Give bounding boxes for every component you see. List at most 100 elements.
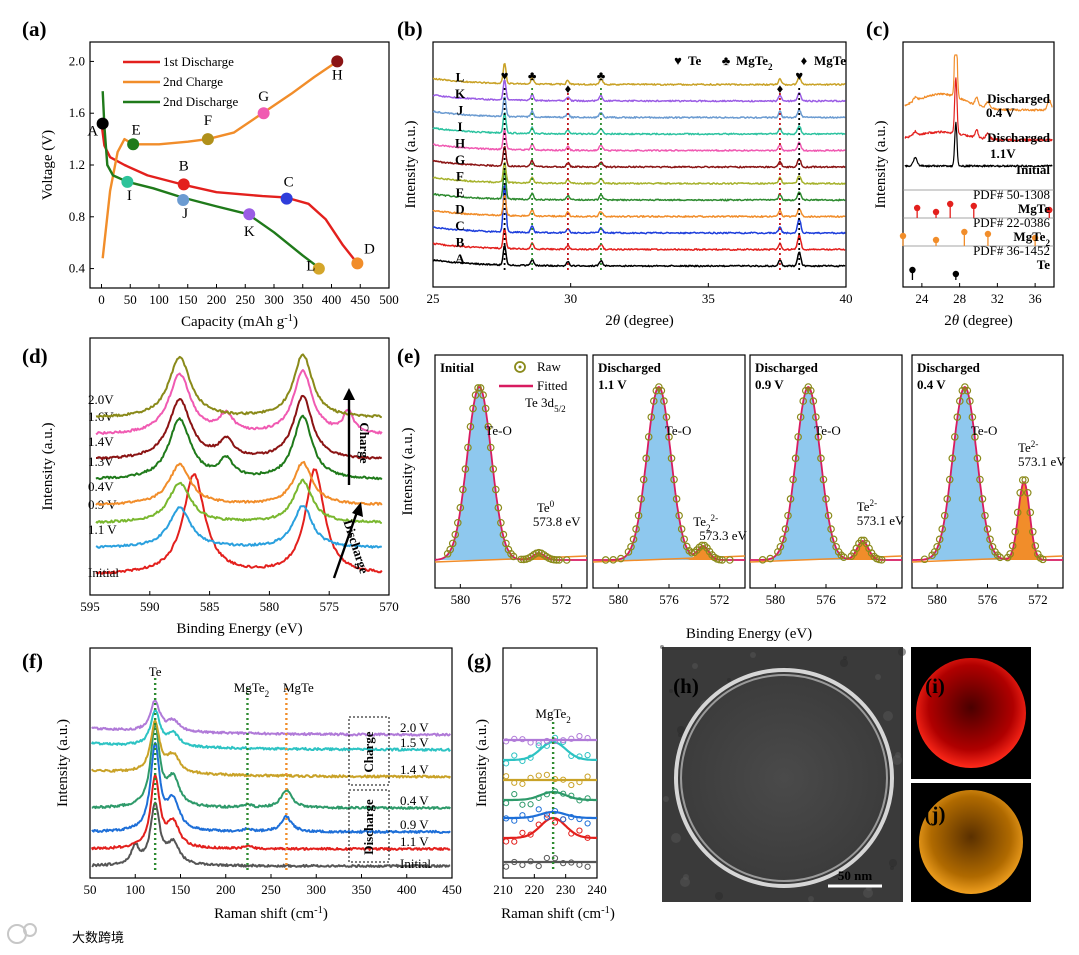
raw-point xyxy=(758,556,767,564)
data-point xyxy=(519,780,526,787)
panel-label-d: (d) xyxy=(22,344,48,368)
scale-bar-label: 50 nm xyxy=(838,868,872,883)
data-point xyxy=(543,771,550,778)
reference-marker xyxy=(909,266,916,274)
raw-point xyxy=(933,542,941,551)
raw-point xyxy=(877,556,886,564)
x-tick-label: 450 xyxy=(442,882,462,897)
data-point xyxy=(560,790,567,797)
series-line-B xyxy=(432,228,846,251)
raw-point xyxy=(963,386,972,395)
series-line-2 xyxy=(904,54,1053,112)
x-tick-label: 580 xyxy=(766,592,786,607)
panel-a-frame xyxy=(89,41,390,289)
series-label: 1.1 V xyxy=(400,834,429,849)
phase-label: MgTe2 xyxy=(1013,229,1050,248)
point-label: G xyxy=(258,89,269,105)
data-point xyxy=(560,776,567,783)
x-tick-label: 595 xyxy=(80,599,100,614)
series-line-0 xyxy=(95,468,383,575)
raw-point xyxy=(461,465,470,473)
raw-point xyxy=(456,503,465,512)
discharge-box xyxy=(348,789,390,863)
x-tick-label: 572 xyxy=(552,592,572,607)
x-tick-label: 25 xyxy=(427,291,440,306)
raw-point xyxy=(1039,555,1047,564)
series-label: K xyxy=(455,86,466,101)
legend-symbol: ♦ xyxy=(801,53,808,68)
peak-label: Te xyxy=(149,664,162,679)
data-point xyxy=(511,735,518,743)
raw-point xyxy=(806,386,815,395)
data-point xyxy=(543,791,550,798)
data-point xyxy=(576,815,583,823)
series-label: 2.0 V xyxy=(400,720,429,735)
raw-point xyxy=(781,525,790,533)
data-point xyxy=(503,799,510,807)
point-label: I xyxy=(127,188,132,204)
raw-point xyxy=(817,454,825,463)
phase-label: Te xyxy=(1037,257,1050,272)
x-tick-label: 200 xyxy=(207,292,227,307)
data-point xyxy=(584,863,591,870)
series-line-5 xyxy=(90,708,452,752)
series-line-3 xyxy=(95,460,383,506)
subpanel-subtitle: 0.4 V xyxy=(917,377,946,392)
legend-label: 2nd Discharge xyxy=(163,94,238,109)
data-point xyxy=(543,814,550,821)
legend-label: Raw xyxy=(537,359,561,374)
raw-point xyxy=(978,495,987,503)
x-tick-label: 210 xyxy=(493,882,513,897)
raw-point xyxy=(1031,542,1040,550)
point-marker xyxy=(201,133,214,146)
x-tick-label: 220 xyxy=(525,882,545,897)
series-label: F xyxy=(456,169,464,184)
raw-point xyxy=(796,413,805,421)
raw-point xyxy=(469,404,477,413)
raw-point xyxy=(634,511,643,520)
raw-point xyxy=(474,384,482,392)
discharge-arrow xyxy=(332,511,359,579)
raw-point xyxy=(822,495,830,503)
x-tick-label: 36 xyxy=(1029,291,1043,306)
raw-point xyxy=(649,397,658,405)
x-tick-label: 590 xyxy=(140,599,160,614)
x-tick-label: 250 xyxy=(261,882,281,897)
raw-point xyxy=(453,518,462,527)
series-line-A xyxy=(432,244,846,268)
series-label: A xyxy=(455,251,465,266)
minor-peak-label: Te2- xyxy=(1018,439,1038,455)
panel-g-frame xyxy=(502,647,598,879)
raw-point xyxy=(1016,488,1025,497)
reference-marker xyxy=(932,208,940,216)
peak-symbol: ♦ xyxy=(565,81,572,96)
panel-label-h: (h) xyxy=(673,674,699,698)
x-tick-label: 576 xyxy=(978,592,998,607)
raw-point xyxy=(784,511,792,520)
series-label: 1.1V xyxy=(990,146,1016,161)
y-axis-label: Intensity (a.u.) xyxy=(474,719,490,807)
point-marker xyxy=(127,138,140,151)
x-tick-label: 450 xyxy=(351,292,371,307)
subpanel-title: Discharged xyxy=(598,360,662,375)
x-tick-label: 100 xyxy=(149,292,169,307)
raw-point xyxy=(555,556,563,564)
x-tick-label: 28 xyxy=(953,291,966,306)
data-point xyxy=(527,801,534,808)
raw-point xyxy=(476,384,485,392)
x-tick-label: 32 xyxy=(991,291,1004,306)
minor-peak-label: Te22- xyxy=(693,513,718,533)
data-point xyxy=(519,801,526,808)
x-axis-label: 2θ (degree) xyxy=(944,313,1013,329)
series-line-D xyxy=(432,194,846,218)
raw-point xyxy=(502,539,510,548)
x-tick-label: 580 xyxy=(609,592,629,607)
raw-point xyxy=(983,525,992,533)
x-tick-label: 300 xyxy=(264,292,284,307)
panel-label-i: (i) xyxy=(925,674,945,698)
data-point xyxy=(503,838,510,845)
fit-line-2 xyxy=(503,810,597,820)
data-point xyxy=(511,779,518,786)
raw-point xyxy=(971,433,979,441)
series-label: C xyxy=(455,218,464,233)
